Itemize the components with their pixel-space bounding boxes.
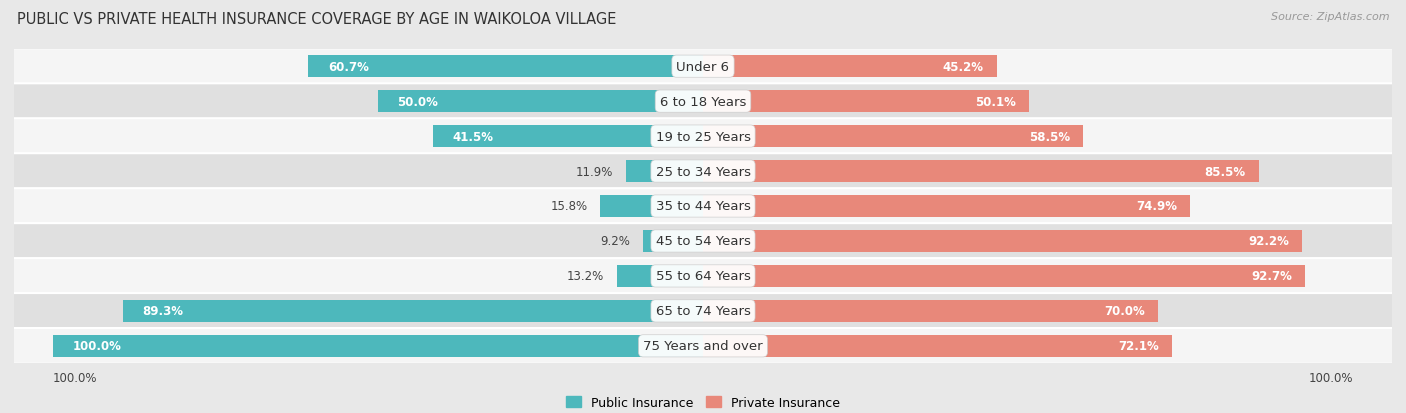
Bar: [703, 161, 1258, 183]
Text: 19 to 25 Years: 19 to 25 Years: [655, 130, 751, 143]
Text: 100.0%: 100.0%: [53, 371, 97, 385]
Bar: [643, 230, 703, 252]
Bar: [626, 161, 703, 183]
Text: 45.2%: 45.2%: [943, 61, 984, 74]
Text: 72.1%: 72.1%: [1118, 339, 1159, 352]
Text: 74.9%: 74.9%: [1136, 200, 1177, 213]
Text: 6 to 18 Years: 6 to 18 Years: [659, 95, 747, 108]
Bar: [703, 56, 997, 78]
FancyBboxPatch shape: [7, 293, 1399, 329]
Bar: [703, 266, 1306, 287]
Text: 13.2%: 13.2%: [567, 270, 605, 283]
FancyBboxPatch shape: [7, 189, 1399, 224]
Text: 89.3%: 89.3%: [142, 305, 183, 318]
Text: 70.0%: 70.0%: [1104, 305, 1144, 318]
Bar: [122, 300, 703, 322]
Text: 55 to 64 Years: 55 to 64 Years: [655, 270, 751, 283]
Bar: [378, 91, 703, 113]
Text: 25 to 34 Years: 25 to 34 Years: [655, 165, 751, 178]
FancyBboxPatch shape: [7, 49, 1399, 85]
Text: 50.1%: 50.1%: [974, 95, 1015, 108]
Text: 41.5%: 41.5%: [453, 130, 494, 143]
Text: 35 to 44 Years: 35 to 44 Years: [655, 200, 751, 213]
FancyBboxPatch shape: [7, 154, 1399, 190]
Text: 65 to 74 Years: 65 to 74 Years: [655, 305, 751, 318]
Text: 92.2%: 92.2%: [1249, 235, 1289, 248]
Bar: [53, 335, 703, 357]
Bar: [703, 230, 1302, 252]
FancyBboxPatch shape: [7, 223, 1399, 259]
Text: 15.8%: 15.8%: [550, 200, 588, 213]
Text: 60.7%: 60.7%: [328, 61, 368, 74]
Text: Source: ZipAtlas.com: Source: ZipAtlas.com: [1271, 12, 1389, 22]
Text: 75 Years and over: 75 Years and over: [643, 339, 763, 352]
Text: 9.2%: 9.2%: [600, 235, 630, 248]
FancyBboxPatch shape: [7, 119, 1399, 154]
Text: 92.7%: 92.7%: [1251, 270, 1292, 283]
Bar: [703, 91, 1029, 113]
FancyBboxPatch shape: [7, 259, 1399, 294]
Text: 58.5%: 58.5%: [1029, 130, 1070, 143]
Text: Under 6: Under 6: [676, 61, 730, 74]
Text: PUBLIC VS PRIVATE HEALTH INSURANCE COVERAGE BY AGE IN WAIKOLOA VILLAGE: PUBLIC VS PRIVATE HEALTH INSURANCE COVER…: [17, 12, 616, 27]
Text: 100.0%: 100.0%: [73, 339, 121, 352]
Bar: [308, 56, 703, 78]
FancyBboxPatch shape: [7, 84, 1399, 120]
Text: 50.0%: 50.0%: [398, 95, 439, 108]
Legend: Public Insurance, Private Insurance: Public Insurance, Private Insurance: [561, 391, 845, 413]
Bar: [703, 126, 1083, 147]
Bar: [433, 126, 703, 147]
Bar: [703, 196, 1189, 217]
Bar: [703, 300, 1159, 322]
Text: 85.5%: 85.5%: [1205, 165, 1246, 178]
Bar: [617, 266, 703, 287]
Text: 45 to 54 Years: 45 to 54 Years: [655, 235, 751, 248]
Text: 100.0%: 100.0%: [1309, 371, 1353, 385]
FancyBboxPatch shape: [7, 328, 1399, 364]
Bar: [703, 335, 1171, 357]
Text: 11.9%: 11.9%: [575, 165, 613, 178]
Bar: [600, 196, 703, 217]
